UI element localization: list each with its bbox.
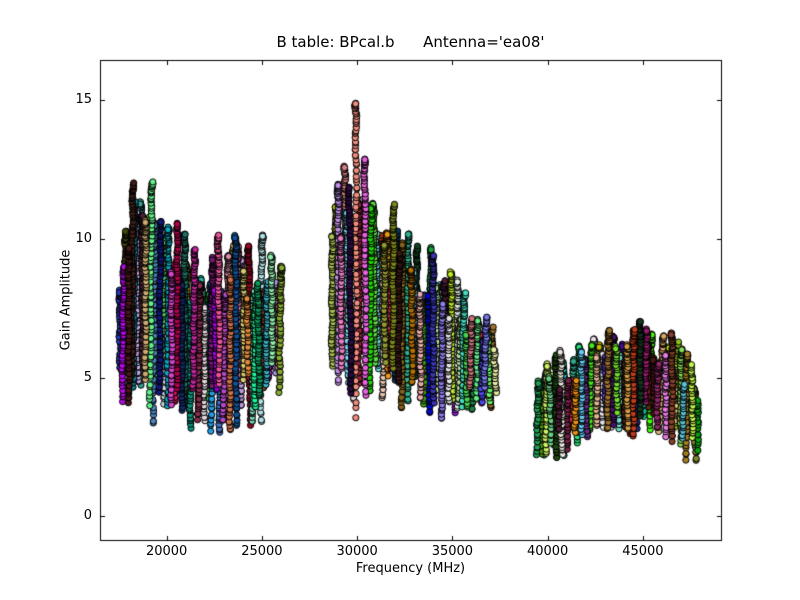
x-axis-label: Frequency (MHz) — [355, 561, 466, 576]
y-axis-label: Gain Amplitude — [58, 249, 74, 351]
x-tick-label: 30000 — [336, 544, 378, 559]
x-tick-label: 25000 — [241, 544, 283, 559]
x-tick-label: 20000 — [145, 544, 188, 559]
y-tick-label: 0 — [83, 508, 92, 524]
y-tick-label: 5 — [83, 369, 92, 385]
plot-title: B table: BPcal.b Antenna='ea08' — [276, 33, 545, 51]
x-tick-label: 35000 — [431, 544, 474, 559]
x-tick-label: 40000 — [526, 544, 569, 559]
x-tick-label: 45000 — [622, 544, 664, 559]
y-tick-label: 15 — [75, 92, 92, 108]
y-tick-label: 10 — [75, 230, 92, 246]
